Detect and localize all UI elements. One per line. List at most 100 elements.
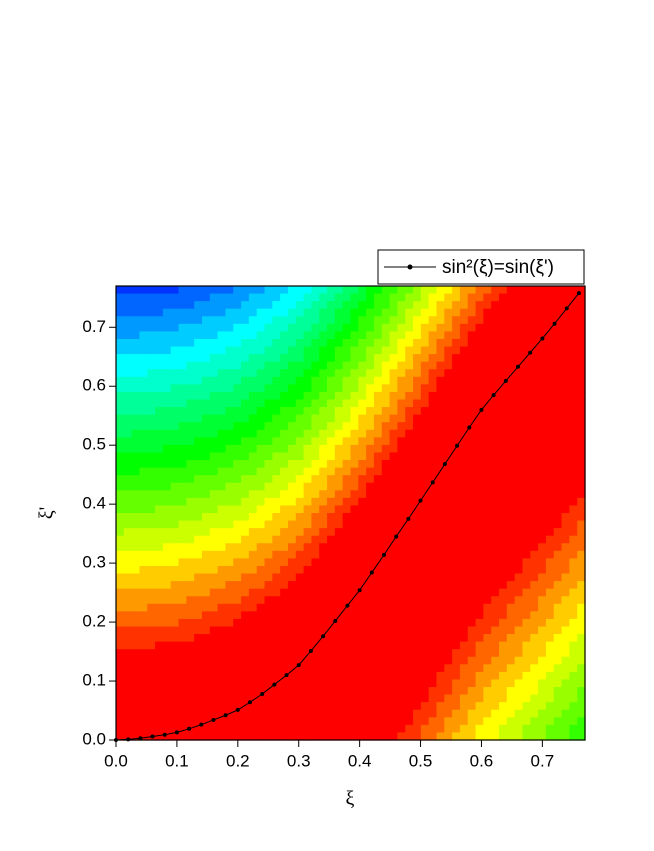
contour-cell: [327, 558, 336, 567]
contour-cell: [483, 573, 492, 582]
contour-cell: [295, 444, 305, 454]
contour-cell: [366, 717, 375, 726]
contour-cell: [545, 407, 555, 416]
contour-cell: [248, 429, 258, 438]
contour-cell: [311, 679, 320, 688]
contour-cell: [147, 369, 156, 378]
contour-cell: [444, 724, 453, 734]
contour-cell: [272, 618, 281, 628]
contour-cell: [272, 520, 281, 529]
contour-cell: [499, 429, 508, 438]
contour-cell: [467, 490, 477, 499]
contour-cell: [186, 573, 195, 582]
contour-cell: [413, 293, 422, 302]
contour-cell: [327, 611, 336, 620]
contour-cell: [530, 301, 539, 310]
contour-cell: [155, 338, 164, 348]
contour-cell: [350, 490, 359, 499]
contour-cell: [162, 717, 172, 726]
contour-cell: [201, 641, 211, 650]
contour-cell: [201, 422, 211, 431]
contour-cell: [561, 709, 570, 718]
series-marker: [406, 516, 411, 521]
contour-cell: [147, 513, 156, 522]
contour-cell: [491, 520, 500, 529]
contour-cell: [155, 618, 164, 628]
contour-cell: [413, 513, 422, 522]
contour-cell: [280, 482, 289, 491]
contour-cell: [217, 709, 227, 718]
contour-cell: [194, 634, 203, 643]
contour-cell: [217, 316, 227, 325]
contour-cell: [147, 550, 156, 559]
contour-cell: [522, 301, 531, 310]
contour-cell: [241, 308, 250, 317]
contour-cell: [545, 535, 555, 544]
contour-cell: [139, 391, 148, 401]
contour-cell: [256, 649, 266, 658]
contour-cell: [319, 354, 328, 363]
contour-cell: [405, 520, 414, 529]
contour-cell: [186, 550, 195, 559]
contour-cell: [514, 679, 524, 688]
contour-cell: [561, 301, 570, 310]
contour-cell: [569, 467, 578, 476]
contour-cell: [194, 702, 203, 711]
contour-cell: [319, 490, 328, 499]
contour-cell: [467, 679, 477, 688]
contour-cell: [475, 528, 484, 537]
contour-cell: [131, 709, 141, 718]
contour-cell: [459, 581, 469, 590]
contour-cell: [436, 293, 445, 302]
contour-cell: [311, 671, 320, 681]
contour-cell: [264, 490, 273, 499]
contour-cell: [366, 732, 375, 741]
contour-cell: [272, 399, 281, 408]
contour-cell: [413, 558, 422, 567]
contour-cell: [280, 702, 289, 711]
contour-cell: [186, 346, 195, 355]
contour-cell: [155, 634, 164, 643]
contour-cell: [373, 467, 383, 476]
contour-cell: [444, 467, 453, 476]
contour-cell: [452, 422, 461, 431]
contour-cell: [178, 316, 187, 325]
contour-cell: [397, 460, 406, 469]
contour-cell: [561, 422, 570, 431]
contour-cell: [413, 414, 422, 423]
contour-cell: [248, 361, 258, 370]
contour-cell: [506, 437, 516, 446]
contour-cell: [334, 528, 344, 537]
contour-cell: [241, 323, 250, 332]
contour-cell: [139, 286, 148, 295]
contour-cell: [420, 323, 430, 332]
contour-cell: [553, 376, 563, 385]
contour-cell: [264, 452, 273, 461]
contour-cell: [256, 641, 266, 650]
contour-cell: [116, 316, 125, 325]
contour-cell: [225, 497, 234, 507]
contour-cell: [287, 293, 297, 302]
contour-cell: [522, 611, 531, 620]
contour-cell: [209, 694, 219, 703]
contour-cell: [459, 618, 469, 628]
contour-cell: [303, 679, 313, 688]
contour-cell: [303, 460, 313, 469]
contour-cell: [241, 346, 250, 355]
contour-cell: [452, 482, 461, 491]
contour-cell: [311, 422, 320, 431]
contour-cell: [272, 611, 281, 620]
contour-cell: [209, 550, 219, 559]
contour-cell: [327, 286, 336, 295]
contour-cell: [116, 369, 125, 378]
contour-cell: [459, 384, 469, 393]
contour-cell: [162, 293, 172, 302]
contour-cell: [444, 293, 453, 302]
contour-cell: [264, 407, 273, 416]
contour-cell: [561, 671, 570, 681]
contour-cell: [209, 369, 219, 378]
contour-cell: [397, 444, 406, 454]
contour-cell: [420, 543, 430, 552]
contour-cell: [428, 376, 438, 385]
contour-cell: [561, 724, 570, 734]
